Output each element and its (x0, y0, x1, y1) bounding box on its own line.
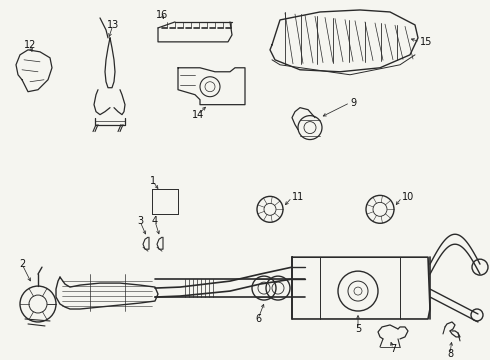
Text: 9: 9 (350, 98, 356, 108)
Text: 15: 15 (420, 37, 432, 47)
Text: 11: 11 (292, 192, 304, 202)
Text: 3: 3 (137, 216, 143, 226)
Text: 7: 7 (390, 344, 396, 354)
Text: 6: 6 (255, 314, 261, 324)
Text: 1: 1 (150, 176, 156, 186)
Text: 14: 14 (192, 110, 204, 120)
Text: 16: 16 (156, 10, 168, 20)
Text: 2: 2 (19, 259, 25, 269)
Text: 10: 10 (402, 192, 414, 202)
Text: 5: 5 (355, 324, 361, 334)
Text: 12: 12 (24, 40, 36, 50)
Text: 8: 8 (447, 349, 453, 359)
Text: 13: 13 (107, 20, 119, 30)
Text: 4: 4 (152, 216, 158, 226)
